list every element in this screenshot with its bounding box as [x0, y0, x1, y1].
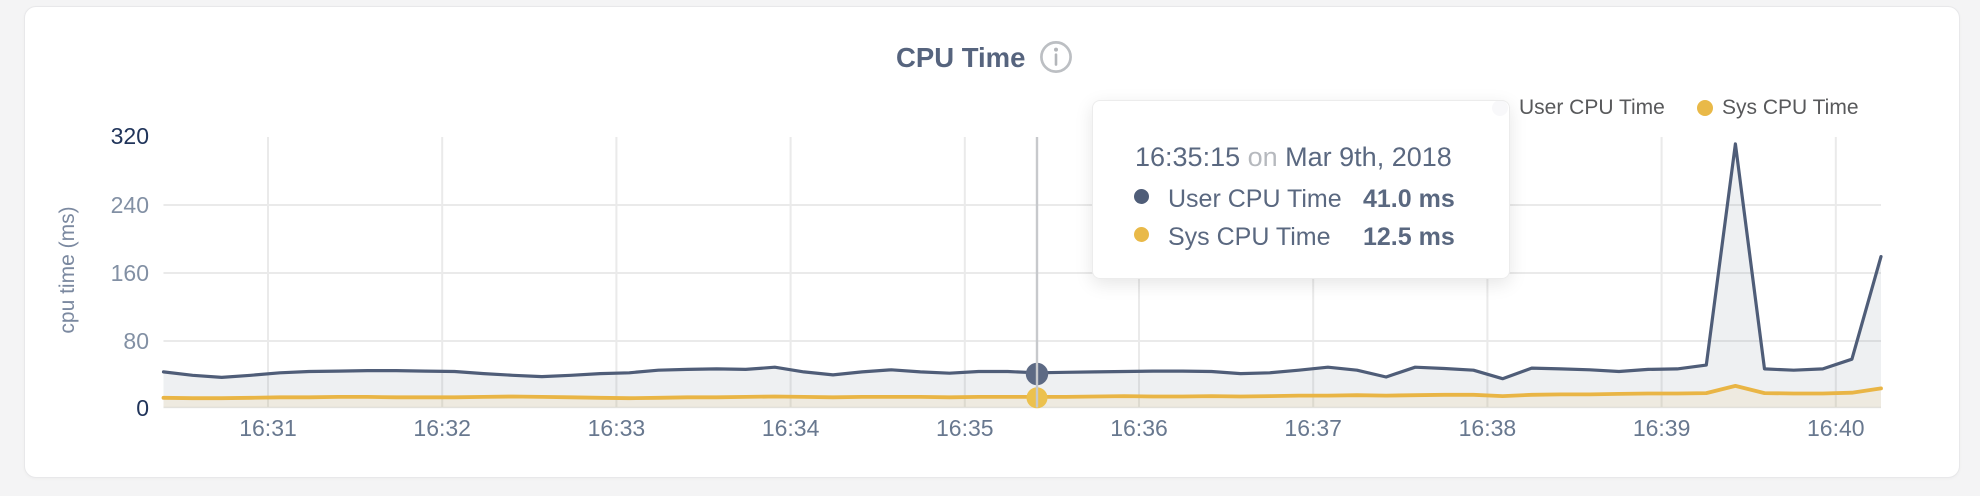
- svg-text:16:34: 16:34: [762, 415, 820, 441]
- svg-text:80: 80: [123, 328, 149, 354]
- svg-text:0: 0: [136, 395, 149, 421]
- svg-text:320: 320: [111, 123, 149, 149]
- svg-text:16:36: 16:36: [1110, 415, 1168, 441]
- svg-text:16:31: 16:31: [239, 415, 297, 441]
- svg-text:16:40: 16:40: [1807, 415, 1865, 441]
- svg-text:16:33: 16:33: [588, 415, 646, 441]
- svg-text:16:32: 16:32: [413, 415, 471, 441]
- svg-text:16:38: 16:38: [1459, 415, 1517, 441]
- svg-text:240: 240: [111, 192, 149, 218]
- svg-text:160: 160: [111, 260, 149, 286]
- svg-text:16:35: 16:35: [936, 415, 994, 441]
- svg-text:16:39: 16:39: [1633, 415, 1691, 441]
- svg-text:cpu time (ms): cpu time (ms): [56, 206, 79, 333]
- svg-text:16:37: 16:37: [1284, 415, 1342, 441]
